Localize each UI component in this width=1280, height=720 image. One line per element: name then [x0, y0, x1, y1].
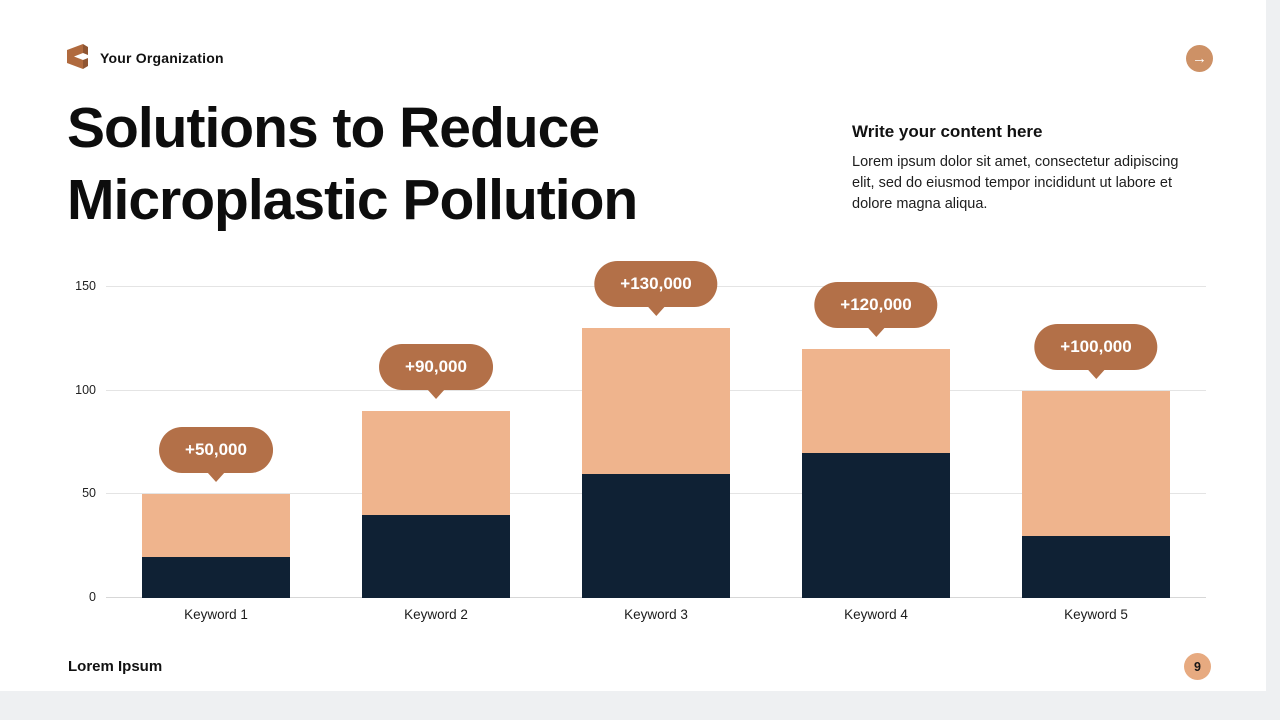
y-axis-tick: 100 — [75, 382, 96, 397]
x-axis-label: Keyword 1 — [184, 607, 248, 622]
content-heading: Write your content here — [852, 122, 1043, 141]
bar-column-4: +120,000 — [766, 282, 986, 598]
bar-segment-bottom — [802, 452, 950, 598]
x-axis-label: Keyword 5 — [1064, 607, 1128, 622]
bar-segment-bottom — [582, 473, 730, 598]
background-edge-right — [1266, 0, 1280, 720]
slide-title-line2: Microplastic Pollution — [67, 168, 638, 232]
bar-segment-top — [582, 328, 730, 474]
bar-column-5: +100,000 — [986, 287, 1206, 598]
bar-column-1: +50,000 — [106, 287, 326, 598]
bar-segment-top — [1022, 390, 1170, 536]
organization-logo-icon — [64, 43, 91, 70]
y-axis-tick: 50 — [82, 486, 96, 501]
x-axis-label: Keyword 4 — [844, 607, 908, 622]
arrow-right-icon: → — [1192, 50, 1207, 67]
value-callout: +120,000 — [814, 282, 938, 329]
stacked-bar — [142, 494, 290, 598]
page-number: 9 — [1194, 659, 1201, 674]
bar-column-3: +130,000 — [546, 261, 766, 598]
x-axis-label: Keyword 3 — [624, 607, 688, 622]
bar-segment-top — [142, 494, 290, 557]
bar-segment-top — [802, 349, 950, 453]
next-slide-button[interactable]: → — [1186, 45, 1213, 72]
slide-title-line1: Solutions to Reduce — [67, 96, 600, 160]
x-axis-label: Keyword 2 — [404, 607, 468, 622]
value-callout: +50,000 — [159, 427, 273, 474]
bar-columns: +50,000 +90,000 +130,000 +120,000 +100,000 — [106, 261, 1206, 598]
y-axis-tick: 150 — [75, 279, 96, 293]
chart-plot-area: 0 50 100 150 +50,000 +90,000 +130,000 +120,000 +… — [75, 261, 1206, 604]
y-axis-tick: 0 — [89, 590, 96, 604]
content-body: Lorem ipsum dolor sit amet, consectetur … — [852, 154, 1179, 212]
background-edge-bottom — [0, 691, 1280, 720]
bar-segment-top — [362, 411, 510, 516]
stacked-bar — [1022, 390, 1170, 598]
footer-text: Lorem Ipsum — [68, 658, 163, 675]
x-axis-labels: Keyword 1 Keyword 2 Keyword 3 Keyword 4 Keyw… — [106, 607, 1206, 622]
stacked-bar-chart: 0 50 100 150 +50,000 +90,000 +130,000 +120,000 +… — [66, 261, 1206, 622]
bar-segment-bottom — [142, 556, 290, 598]
value-callout: +130,000 — [594, 261, 718, 308]
page-number-badge: 9 — [1184, 653, 1211, 680]
bar-segment-bottom — [362, 515, 510, 598]
stacked-bar — [582, 328, 730, 598]
slide-title: Solutions to Reduce Microplastic Polluti… — [67, 92, 638, 236]
value-callout: +100,000 — [1034, 323, 1158, 370]
bar-column-2: +90,000 — [326, 287, 546, 598]
organization-name: Your Organization — [100, 50, 224, 66]
value-callout: +90,000 — [379, 344, 493, 391]
stacked-bar — [802, 349, 950, 598]
content-block: Write your content here Lorem ipsum dolo… — [852, 122, 1182, 215]
stacked-bar — [362, 411, 510, 598]
bar-segment-bottom — [1022, 535, 1170, 598]
